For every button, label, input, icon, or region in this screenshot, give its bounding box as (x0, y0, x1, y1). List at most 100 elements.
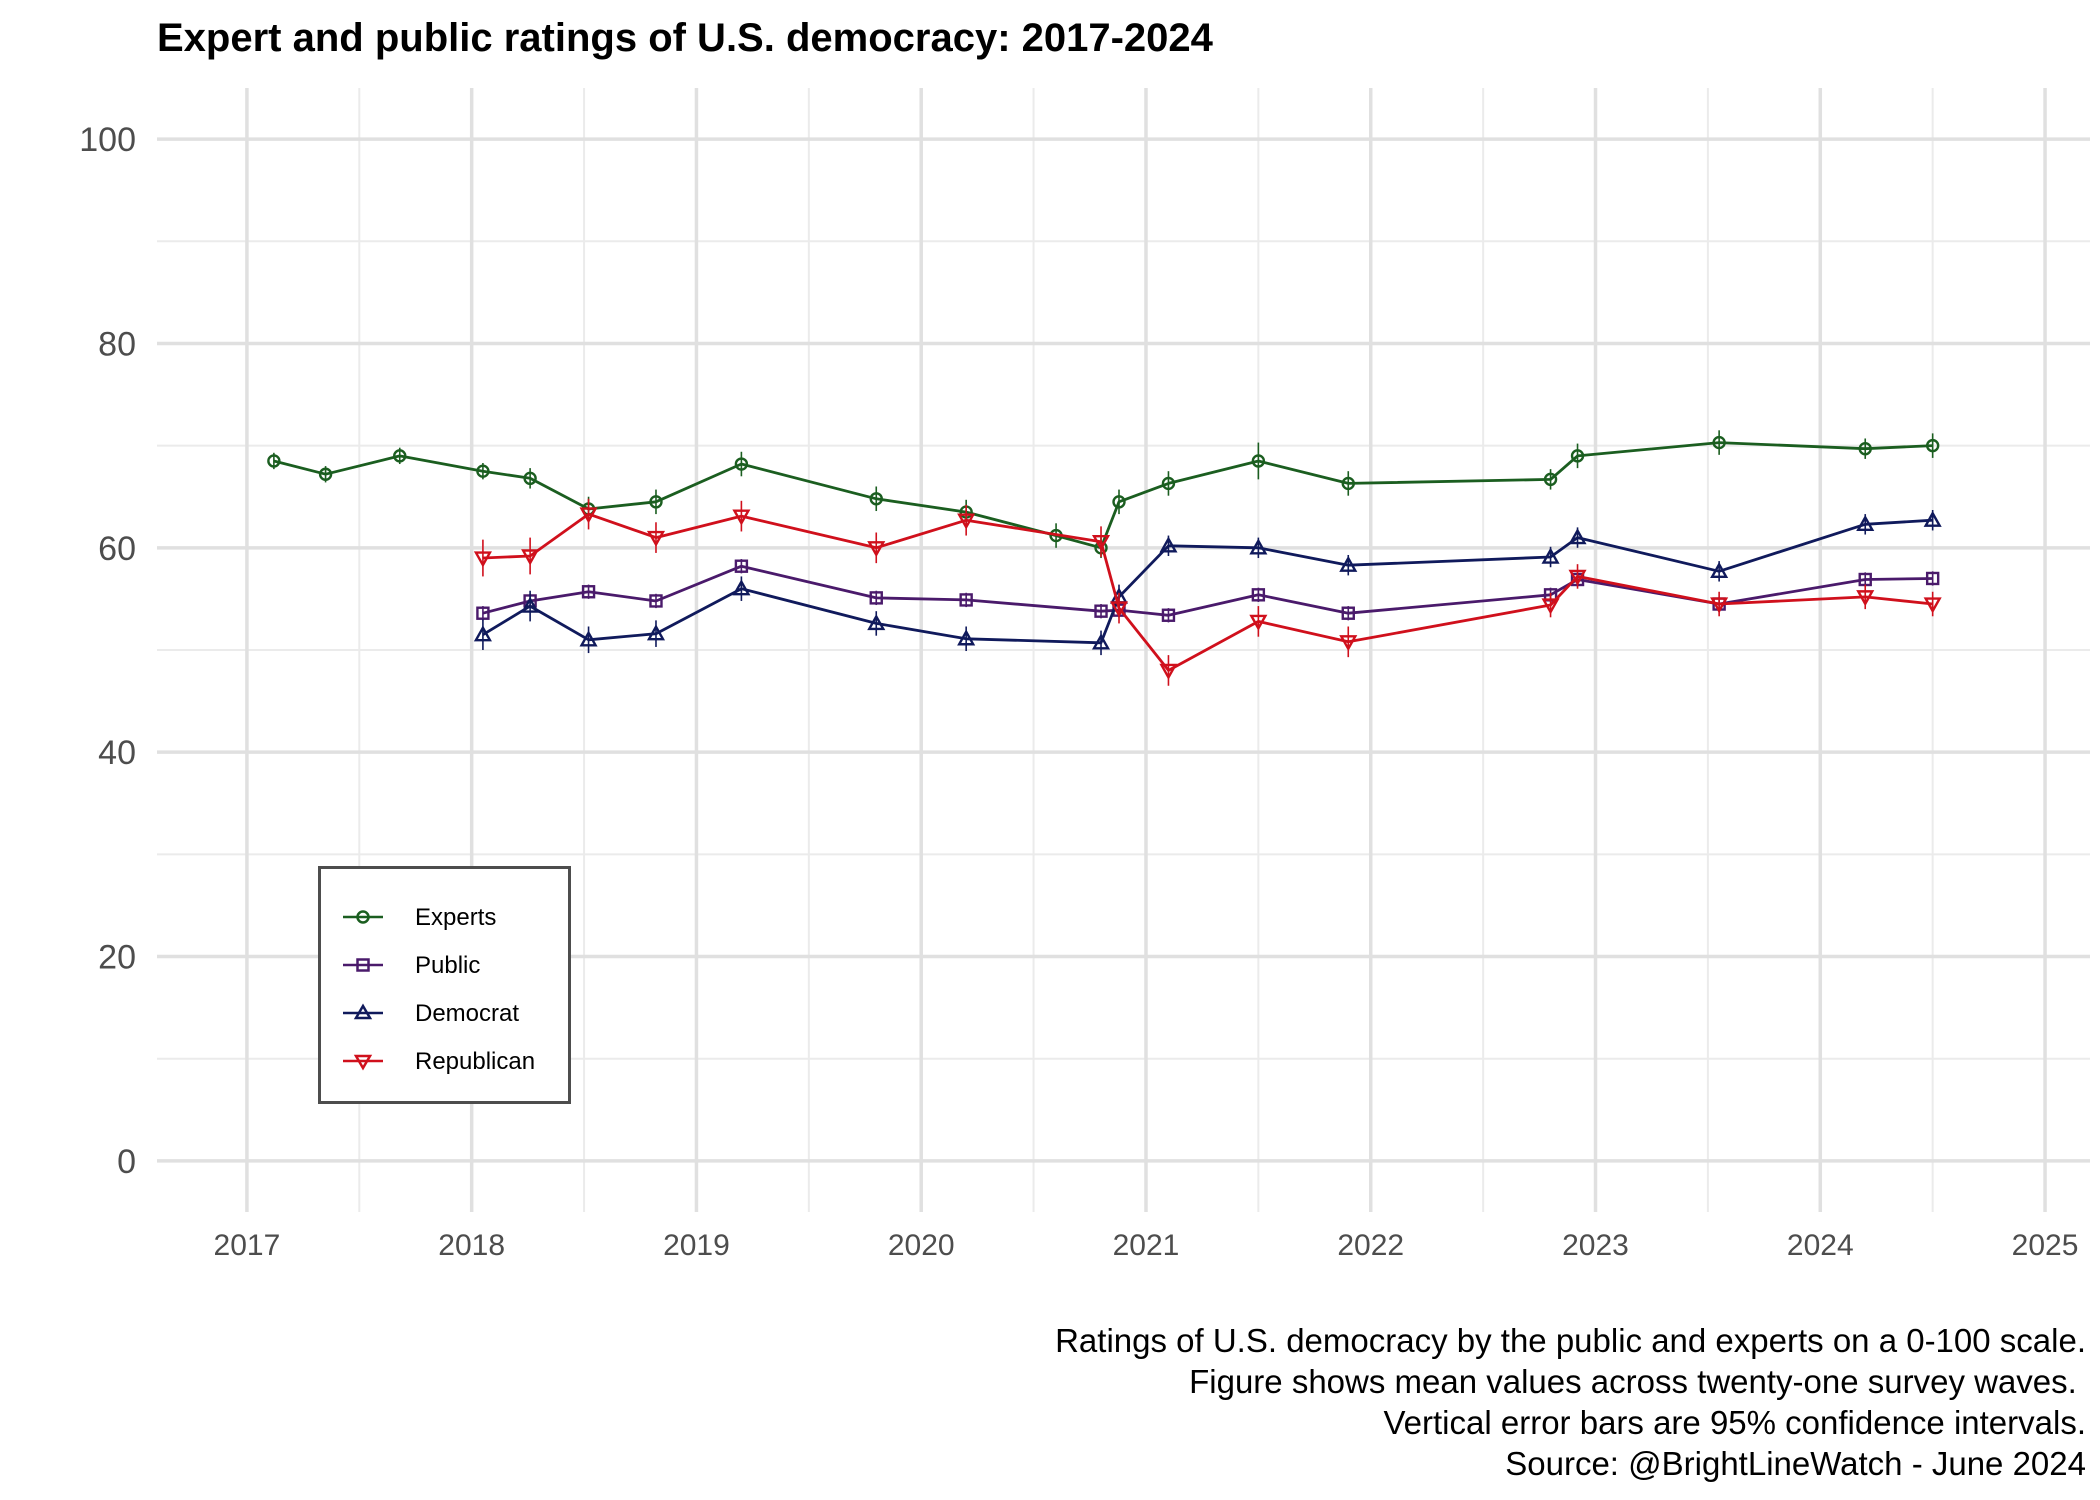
data-point (957, 513, 976, 530)
caption-line: Figure shows mean values across twenty-o… (1189, 1363, 2086, 1400)
data-point (646, 624, 666, 641)
data-point (1856, 590, 1875, 607)
y-tick-label: 100 (79, 121, 136, 159)
series-line (482, 512, 1933, 672)
data-point (521, 549, 540, 566)
data-point (1925, 438, 1940, 453)
data-point (1094, 604, 1108, 618)
y-tick-label: 80 (98, 325, 136, 363)
circle-marker-icon (343, 910, 383, 924)
data-point (1925, 571, 1940, 586)
data-point (1251, 454, 1266, 468)
x-axis-ticks: 2017 2018 2019 2020 2021 2022 2023 2024 2025 (214, 1229, 2079, 1262)
caption-line: Vertical error bars are 95% confidence i… (1383, 1404, 2086, 1441)
x-tick-label: 2020 (888, 1229, 955, 1262)
data-point (1923, 510, 1942, 527)
data-point (867, 613, 886, 631)
data-point (1249, 614, 1268, 631)
data-point (1339, 555, 1358, 572)
data-point (521, 596, 540, 613)
data-point (649, 594, 663, 608)
legend: Experts Public Democrat Republican (318, 866, 571, 1104)
data-point (1251, 588, 1266, 602)
data-point (1541, 547, 1560, 564)
series-line (273, 441, 1933, 550)
data-point (1570, 449, 1585, 463)
data-point (1249, 538, 1268, 555)
data-point (1710, 561, 1729, 579)
x-tick-label: 2017 (214, 1229, 281, 1262)
data-point (267, 454, 281, 468)
data-point (1568, 528, 1587, 545)
data-point (1091, 534, 1111, 552)
triangle-down-marker-icon (343, 1054, 383, 1071)
data-point (869, 492, 883, 506)
data-point (476, 606, 490, 620)
data-point (957, 629, 976, 646)
data-point (579, 630, 598, 647)
data-point (476, 464, 490, 478)
data-point (1341, 606, 1355, 620)
x-tick-label: 2019 (663, 1229, 730, 1262)
caption-line: Ratings of U.S. democracy by the public … (1055, 1322, 2086, 1359)
data-point (473, 551, 492, 568)
legend-item-public: Public (321, 945, 571, 985)
data-point (1091, 633, 1111, 650)
data-point (732, 579, 751, 596)
legend-label: Republican (415, 1048, 536, 1075)
data-point (867, 541, 886, 558)
data-point (393, 449, 407, 463)
data-point (1159, 663, 1178, 680)
data-point (649, 495, 663, 509)
series-layer (267, 430, 1942, 686)
data-point (1109, 601, 1129, 618)
y-tick-label: 0 (117, 1143, 136, 1181)
data-point (646, 530, 666, 548)
data-point (579, 507, 598, 524)
x-tick-label: 2018 (438, 1229, 505, 1262)
chart-title: Expert and public ratings of U.S. democr… (157, 16, 1213, 60)
data-point (318, 467, 333, 481)
x-tick-label: 2023 (1562, 1229, 1629, 1262)
data-point (1161, 608, 1176, 622)
data-point (1923, 597, 1942, 614)
data-point (523, 471, 537, 486)
data-point (1568, 569, 1587, 586)
x-tick-label: 2024 (1787, 1229, 1854, 1262)
y-tick-label: 20 (98, 939, 136, 977)
data-point (1543, 472, 1558, 487)
y-tick-label: 40 (98, 734, 136, 772)
data-point (581, 585, 596, 599)
legend-label: Public (415, 952, 481, 979)
legend-item-experts: Experts (321, 897, 571, 937)
data-point (734, 457, 749, 471)
legend-label: Experts (415, 904, 497, 931)
data-point (1112, 495, 1126, 509)
triangle-up-marker-icon (343, 1003, 383, 1020)
series-republican (473, 498, 1942, 686)
data-point (1159, 536, 1178, 553)
y-axis-ticks: 0 20 40 60 80 100 (79, 121, 136, 1181)
data-point (959, 593, 973, 607)
legend-item-democrat: Democrat (321, 993, 571, 1033)
data-point (473, 625, 492, 642)
data-point (1712, 435, 1726, 450)
legend-item-republican: Republican (321, 1041, 571, 1081)
series-experts (267, 430, 1940, 559)
data-point (1856, 514, 1875, 532)
data-point (1710, 597, 1729, 614)
caption-line: Source: @BrightLineWatch - June 2024 (1505, 1445, 2086, 1482)
y-tick-label: 60 (98, 530, 136, 568)
x-tick-label: 2025 (2012, 1229, 2079, 1262)
data-point (869, 591, 883, 605)
chart-caption: Ratings of U.S. democracy by the public … (1055, 1320, 2086, 1484)
data-point (1161, 476, 1176, 491)
data-point (1541, 598, 1560, 615)
data-point (1339, 635, 1358, 652)
data-point (734, 559, 749, 573)
legend-label: Democrat (415, 1000, 520, 1027)
data-point (1341, 476, 1355, 491)
x-tick-label: 2022 (1337, 1229, 1404, 1262)
square-marker-icon (343, 958, 383, 972)
